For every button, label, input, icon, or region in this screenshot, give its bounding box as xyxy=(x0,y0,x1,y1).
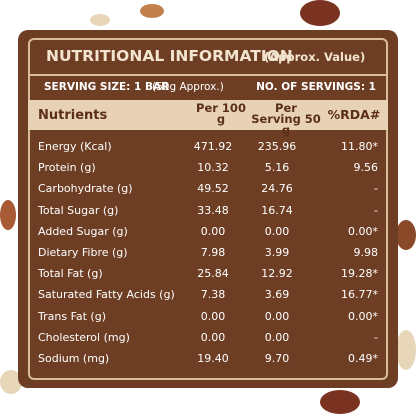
per-serving: 16.74 xyxy=(261,203,293,217)
per-serving: 0.00 xyxy=(264,330,290,344)
nut-decoration xyxy=(0,370,22,394)
rda: 9.98 xyxy=(353,246,379,259)
per-serving: 24.76 xyxy=(261,182,293,196)
divider xyxy=(28,74,388,76)
rda: 0.49* xyxy=(348,352,378,365)
nutrition-panel: NUTRITIONAL INFORMATION (Approx. Value) … xyxy=(18,30,398,388)
table-header: Nutrients Per 100 g Per Serving 50 g %RDA# xyxy=(28,100,388,136)
nutrient-name: Added Sugar (g) xyxy=(38,224,128,238)
rda: 0.00* xyxy=(348,224,378,238)
per-serving: 9.70 xyxy=(264,352,290,365)
subtitle: (Approx. Value) xyxy=(264,50,366,64)
per-serving: 235.96 xyxy=(257,140,297,153)
per-serving: 3.69 xyxy=(264,288,290,302)
column-header: Per Serving 50 g xyxy=(251,101,321,137)
column-header: Per 100 g xyxy=(196,101,246,126)
serving-size: SERVING SIZE: 1 BAR xyxy=(44,81,170,93)
per-100g: 19.40 xyxy=(197,352,229,365)
per-serving: 5.16 xyxy=(264,161,290,175)
nutrient-name: Protein (g) xyxy=(38,161,96,175)
column-header: %RDA# xyxy=(327,107,381,122)
nutrient-name: Cholesterol (mg) xyxy=(38,330,130,344)
nutrient-name: Sodium (mg) xyxy=(38,352,110,365)
per-100g: 49.52 xyxy=(197,182,229,196)
rda: 9.56 xyxy=(353,161,379,175)
rda: - xyxy=(374,203,378,217)
rda: 19.28* xyxy=(341,267,378,281)
nut-decoration xyxy=(140,4,164,18)
rda: 0.00* xyxy=(348,309,378,323)
per-100g: 7.38 xyxy=(200,288,226,302)
per-serving: 12.92 xyxy=(261,267,293,281)
per-100g: 7.98 xyxy=(200,246,226,259)
per-100g: 0.00 xyxy=(200,330,226,344)
column-header: Nutrients xyxy=(38,108,108,123)
nutrient-name: Total Fat (g) xyxy=(38,267,103,281)
rda: - xyxy=(374,330,378,344)
serving-count: NO. OF SERVINGS: 1 xyxy=(256,81,376,93)
nut-decoration xyxy=(90,14,110,26)
nut-decoration xyxy=(0,200,16,230)
nutrient-name: Saturated Fatty Acids (g) xyxy=(38,288,175,302)
per-100g: 0.00 xyxy=(200,224,226,238)
rda: 11.80* xyxy=(341,140,378,153)
per-serving: 0.00 xyxy=(264,224,290,238)
nut-decoration xyxy=(396,220,416,250)
nutrient-name: Total Sugar (g) xyxy=(38,203,119,217)
per-100g: 471.92 xyxy=(193,140,233,153)
per-100g: 0.00 xyxy=(200,309,226,323)
rda: - xyxy=(374,182,378,196)
nutrient-name: Dietary Fibre (g) xyxy=(38,246,128,259)
nutrient-name: Energy (Kcal) xyxy=(38,140,112,153)
nut-decoration xyxy=(300,0,340,26)
rda: 16.77* xyxy=(341,288,378,302)
nut-decoration xyxy=(320,390,360,414)
per-100g: 10.32 xyxy=(197,161,229,175)
nutrient-name: Trans Fat (g) xyxy=(38,309,106,323)
nut-decoration xyxy=(396,330,416,370)
per-serving: 3.99 xyxy=(264,246,290,259)
nutrient-name: Carbohydrate (g) xyxy=(38,182,133,196)
per-100g: 25.84 xyxy=(197,267,229,281)
serving-note: (50g Approx.) xyxy=(152,81,224,93)
per-100g: 33.48 xyxy=(197,203,229,217)
title: NUTRITIONAL INFORMATION xyxy=(46,47,293,65)
per-serving: 0.00 xyxy=(264,309,290,323)
panel-border xyxy=(28,38,388,380)
